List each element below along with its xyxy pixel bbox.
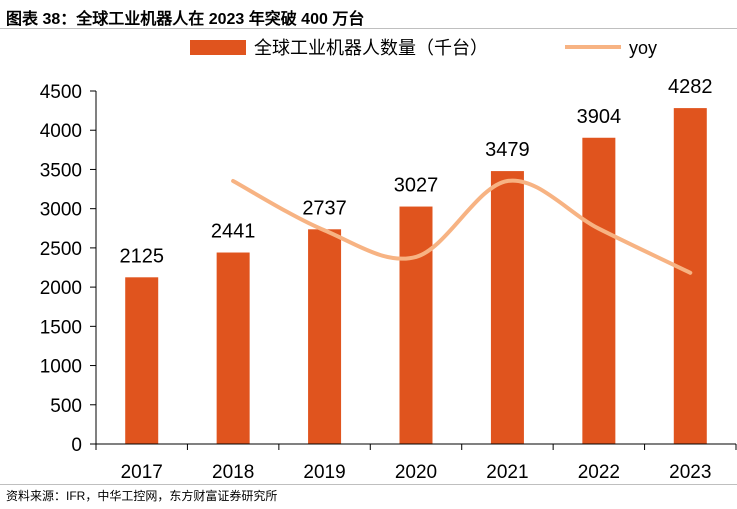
y-tick-label: 500 [50, 396, 82, 417]
source-note: 资料来源：IFR，中华工控网，东方财富证券研究所 [6, 489, 278, 503]
y-axis-ticks: 0 500 1000 1500 2000 2500 3000 3500 4000 4500 [40, 82, 96, 456]
y-tick-label: 3500 [40, 160, 82, 181]
legend-line-label: yoy [629, 38, 657, 58]
y-tick-label: 1500 [40, 317, 82, 338]
y-tick-label: 0 [71, 435, 82, 456]
x-axis-ticks: 2017 2018 2019 2020 2021 2022 2023 [95, 444, 737, 483]
x-tick-label: 2023 [669, 462, 711, 483]
bar [582, 137, 616, 445]
bar-data-label: 3904 [577, 106, 622, 128]
y-tick-label: 2000 [40, 278, 82, 299]
bar-data-label: 2737 [302, 197, 347, 219]
title-divider [0, 28, 737, 29]
bar-data-label: 2441 [211, 221, 256, 243]
figure-title: 图表 38：全球工业机器人在 2023 年突破 400 万台 [6, 11, 365, 28]
chart-legend: 全球工业机器人数量（千台） yoy [190, 38, 657, 58]
bar [216, 252, 250, 444]
bar-data-label: 2125 [119, 245, 164, 267]
x-tick-label: 2022 [578, 462, 620, 483]
y-tick-label: 3000 [40, 200, 82, 221]
y-tick-label: 2500 [40, 239, 82, 260]
y-tick-label: 4500 [40, 82, 82, 103]
bar-data-label: 3479 [485, 139, 530, 161]
bar [125, 277, 159, 444]
bar [490, 171, 524, 444]
bar [308, 229, 342, 444]
x-tick-label: 2021 [486, 462, 528, 483]
x-tick-label: 2020 [395, 462, 437, 483]
bar [673, 108, 707, 444]
x-tick-label: 2019 [303, 462, 345, 483]
legend-bar-swatch [190, 40, 246, 55]
bar [399, 206, 433, 444]
bar-data-labels: 2125 2441 2737 3027 3479 3904 4282 [119, 76, 712, 267]
bar-data-label: 4282 [668, 76, 713, 98]
source-divider [0, 484, 737, 485]
bar-data-label: 3027 [394, 175, 439, 197]
y-tick-label: 1000 [40, 357, 82, 378]
bar-series [125, 108, 707, 445]
yoy-line [231, 178, 693, 275]
x-tick-label: 2018 [212, 462, 254, 483]
x-tick-label: 2017 [121, 462, 163, 483]
legend-bar-label: 全球工业机器人数量（千台） [254, 38, 488, 58]
y-tick-label: 4000 [40, 121, 82, 142]
